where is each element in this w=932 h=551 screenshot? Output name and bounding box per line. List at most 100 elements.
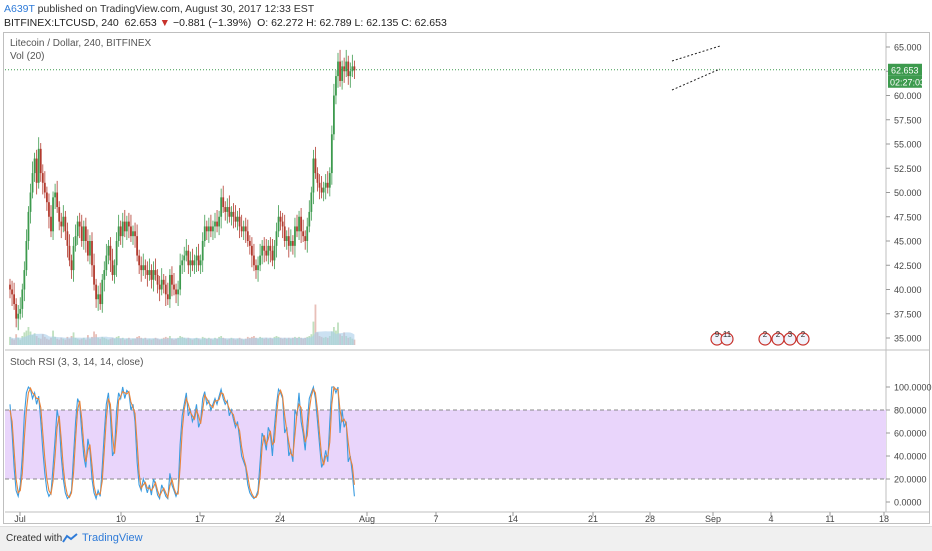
countdown-box <box>888 75 922 88</box>
candle-body <box>257 265 259 271</box>
chart-frame <box>3 32 930 524</box>
candle-body <box>310 192 313 212</box>
candle-body <box>212 226 214 232</box>
price-tick-label: 42.500 <box>894 261 922 271</box>
candle-body <box>273 245 276 261</box>
event-count: 9 <box>715 330 720 339</box>
candle-body <box>210 226 212 232</box>
candle-body <box>185 250 188 256</box>
stoch-legend: Stoch RSI (3, 3, 14, 14, close) <box>10 357 144 368</box>
candle-body <box>302 231 305 237</box>
candle-body <box>125 221 128 232</box>
candle-body <box>76 221 79 237</box>
candle-body <box>187 250 190 266</box>
stoch-tick-label: 60.0000 <box>894 429 927 439</box>
volume-bar <box>314 304 317 345</box>
candle-body <box>33 158 36 174</box>
candle-body <box>324 182 327 188</box>
candle-body <box>107 245 110 256</box>
candle-body <box>281 221 284 227</box>
tradingview-logo-icon <box>62 533 78 543</box>
candle-body <box>74 236 77 246</box>
event-marker: 11 <box>720 330 734 346</box>
time-tick-label: 7 <box>433 514 438 524</box>
candle-body <box>111 260 114 275</box>
candle-body <box>87 241 89 256</box>
candle-body <box>294 226 296 246</box>
candle-body <box>166 294 169 300</box>
candle-body <box>39 148 42 174</box>
candle-body <box>320 187 323 193</box>
candle-body <box>349 71 352 77</box>
stoch-band <box>5 410 886 479</box>
change-value: −0.881 (−1.39%) <box>172 17 252 29</box>
candle-body <box>330 134 333 174</box>
candle-body <box>197 255 200 266</box>
candle-body <box>316 173 319 183</box>
time-tick-label: 21 <box>588 514 598 524</box>
event-marker: 3 <box>783 330 797 346</box>
down-arrow-icon: ▼ <box>159 17 171 29</box>
candle-body <box>19 308 22 314</box>
candle-body <box>207 226 210 232</box>
candle-body <box>173 284 175 290</box>
author-link[interactable]: A639T <box>4 3 35 15</box>
candle-body <box>23 270 26 290</box>
event-count: 2 <box>776 330 781 339</box>
candle-body <box>193 260 196 266</box>
candle-body <box>70 260 73 271</box>
candle-body <box>95 284 97 300</box>
candle-body <box>248 241 251 246</box>
candle-body <box>246 231 249 241</box>
candle-body <box>50 216 52 232</box>
candle-body <box>17 313 20 319</box>
candle-body <box>68 245 71 261</box>
event-count: 3 <box>788 330 793 339</box>
candle-body <box>183 255 186 261</box>
candle-body <box>132 231 134 237</box>
event-flag-icon <box>758 332 772 346</box>
candle-body <box>343 66 346 72</box>
candle-body <box>56 192 59 208</box>
ohlc-values: O: 62.272 H: 62.789 L: 62.135 C: 62.653 <box>257 17 447 29</box>
candle-body <box>328 173 331 188</box>
candle-body <box>46 192 48 203</box>
candle-body <box>89 241 91 256</box>
event-flag-icon <box>796 332 810 346</box>
candle-body <box>66 231 69 246</box>
price-tick-label: 45.000 <box>894 237 922 247</box>
price-tick-label: 55.000 <box>894 140 922 150</box>
candle-body <box>37 148 40 183</box>
candle-body <box>269 245 272 251</box>
volume-ma-area <box>10 331 355 345</box>
candle-body <box>58 207 61 222</box>
candle-body <box>191 260 194 266</box>
candle-body <box>115 241 118 266</box>
candle-body <box>251 245 253 256</box>
tradingview-brand[interactable]: TradingView <box>82 532 143 544</box>
candle-body <box>35 158 38 183</box>
candle-body <box>244 226 247 232</box>
candle-body <box>117 226 120 241</box>
candle-body <box>177 289 179 295</box>
price-tick-label: 65.000 <box>894 43 922 53</box>
candle-body <box>298 216 300 232</box>
candle-body <box>146 270 149 275</box>
candle-body <box>189 260 192 266</box>
candle-body <box>326 182 329 188</box>
candle-body <box>97 294 100 300</box>
candle-body <box>333 95 335 135</box>
candle-body <box>101 279 104 305</box>
candle-body <box>152 270 155 280</box>
candle-body <box>283 226 286 241</box>
stoch-tick-label: 20.0000 <box>894 475 927 485</box>
candle-body <box>43 182 46 193</box>
candle-body <box>60 221 63 227</box>
candle-body <box>27 211 30 241</box>
volume-bar <box>312 321 315 345</box>
candle-body <box>99 294 102 305</box>
candle-body <box>214 221 216 227</box>
candle-body <box>123 221 126 232</box>
chart-canvas[interactable]: 35.000 37.500 40.000 42.500 45.000 47.500 50.0… <box>0 0 932 526</box>
candle-body <box>150 270 153 280</box>
